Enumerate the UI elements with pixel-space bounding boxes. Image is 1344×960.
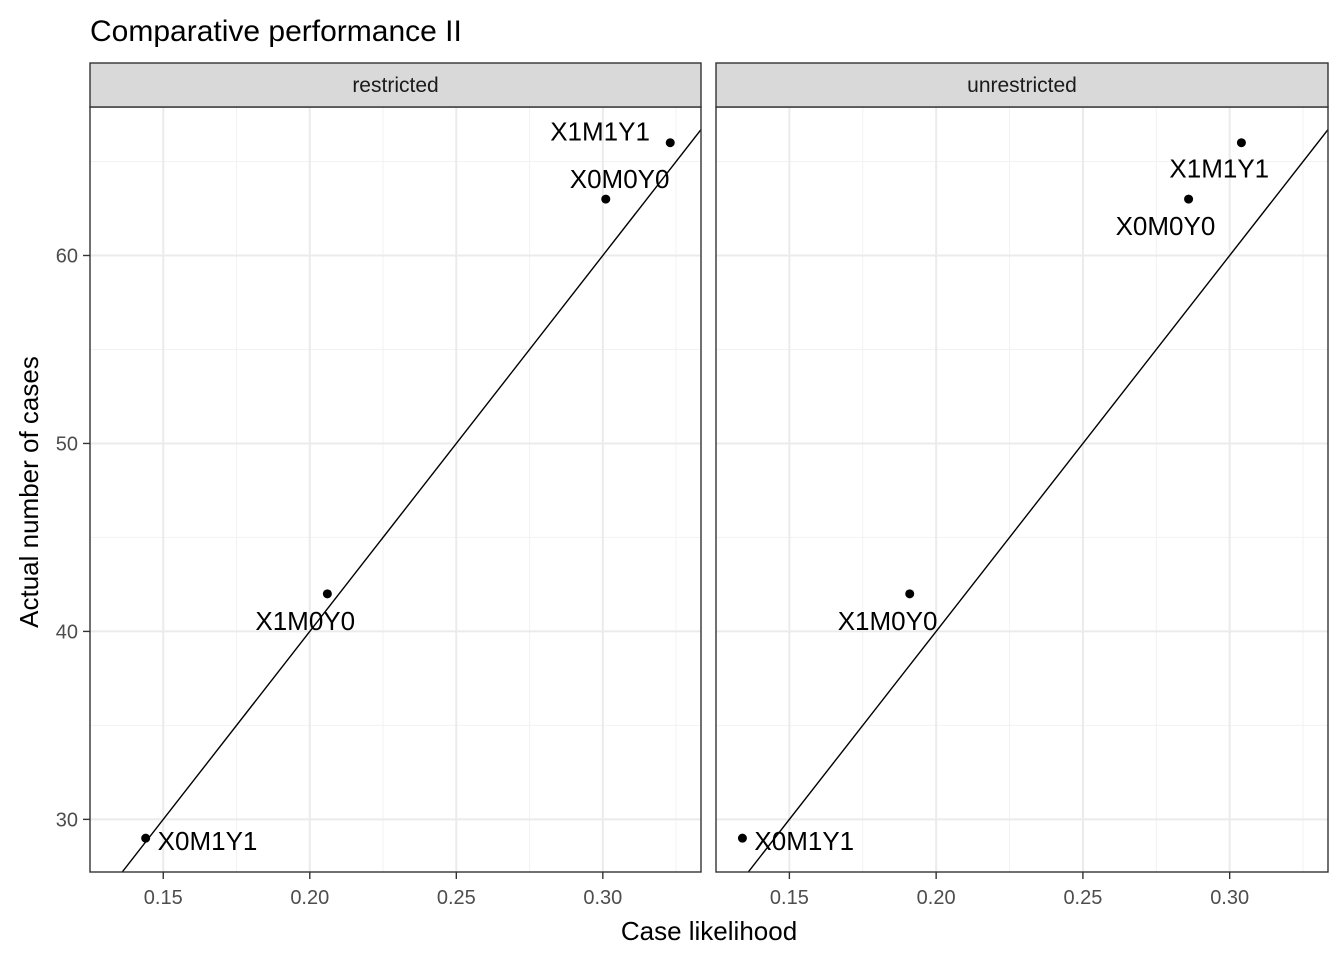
point-label-x1m0y0: X1M0Y0 bbox=[838, 606, 938, 636]
data-point-x0m1y1 bbox=[737, 833, 747, 843]
x-tick-label: 0.25 bbox=[1063, 887, 1102, 909]
data-point-x1m1y1 bbox=[665, 138, 675, 148]
x-tick-label: 0.20 bbox=[917, 887, 956, 909]
facet-strip-label: unrestricted bbox=[967, 74, 1077, 97]
reference-line bbox=[747, 129, 1328, 872]
y-tick-label: 30 bbox=[56, 809, 78, 831]
panels: X0M1Y1 X1M0Y0 X0M0Y0 X1M1Y1 restricted 0.15 0.… bbox=[56, 62, 1329, 909]
x-tick-label: 0.20 bbox=[290, 887, 329, 909]
x-tick-label: 0.30 bbox=[583, 887, 622, 909]
x-tick-label: 0.15 bbox=[144, 887, 183, 909]
data-point-x0m0y0 bbox=[601, 194, 611, 204]
point-label-x0m0y0: X0M0Y0 bbox=[570, 164, 670, 194]
point-label-x0m1y1: X0M1Y1 bbox=[158, 826, 258, 856]
point-label-x1m0y0: X1M0Y0 bbox=[255, 606, 355, 636]
y-tick-label: 60 bbox=[56, 245, 78, 267]
reference-line bbox=[121, 129, 701, 872]
x-tick-label: 0.15 bbox=[770, 887, 809, 909]
data-point-x1m0y0 bbox=[905, 589, 915, 599]
y-axis-title: Actual number of cases bbox=[14, 356, 44, 628]
point-label-x1m1y1: X1M1Y1 bbox=[1169, 154, 1269, 184]
point-label-x1m1y1: X1M1Y1 bbox=[550, 117, 650, 147]
y-tick-label: 50 bbox=[56, 433, 78, 455]
facet-panel-unrestricted: X0M1Y1 X1M0Y0 X0M0Y0 X1M1Y1 unrestricted 0.15… bbox=[715, 62, 1329, 909]
x-tick-label: 0.30 bbox=[1210, 887, 1249, 909]
point-label-x0m1y1: X0M1Y1 bbox=[754, 826, 854, 856]
data-point-x1m0y0 bbox=[322, 589, 332, 599]
data-point-x0m1y1 bbox=[141, 833, 151, 843]
chart-title: Comparative performance II bbox=[90, 15, 462, 48]
point-label-x0m0y0: X0M0Y0 bbox=[1116, 211, 1216, 241]
facet-panel-restricted: X0M1Y1 X1M0Y0 X0M0Y0 X1M1Y1 restricted 0.15 0.… bbox=[56, 62, 702, 909]
data-point-x1m1y1 bbox=[1236, 138, 1246, 148]
facet-strip-label: restricted bbox=[352, 74, 438, 97]
facet-strip bbox=[715, 62, 1329, 108]
facet-strip bbox=[89, 62, 702, 108]
plot-background bbox=[716, 107, 1328, 872]
y-tick-label: 40 bbox=[56, 621, 78, 643]
x-axis-title: Case likelihood bbox=[621, 916, 797, 946]
data-point-x0m0y0 bbox=[1184, 194, 1194, 204]
plot-background bbox=[90, 107, 701, 872]
x-tick-label: 0.25 bbox=[437, 887, 476, 909]
